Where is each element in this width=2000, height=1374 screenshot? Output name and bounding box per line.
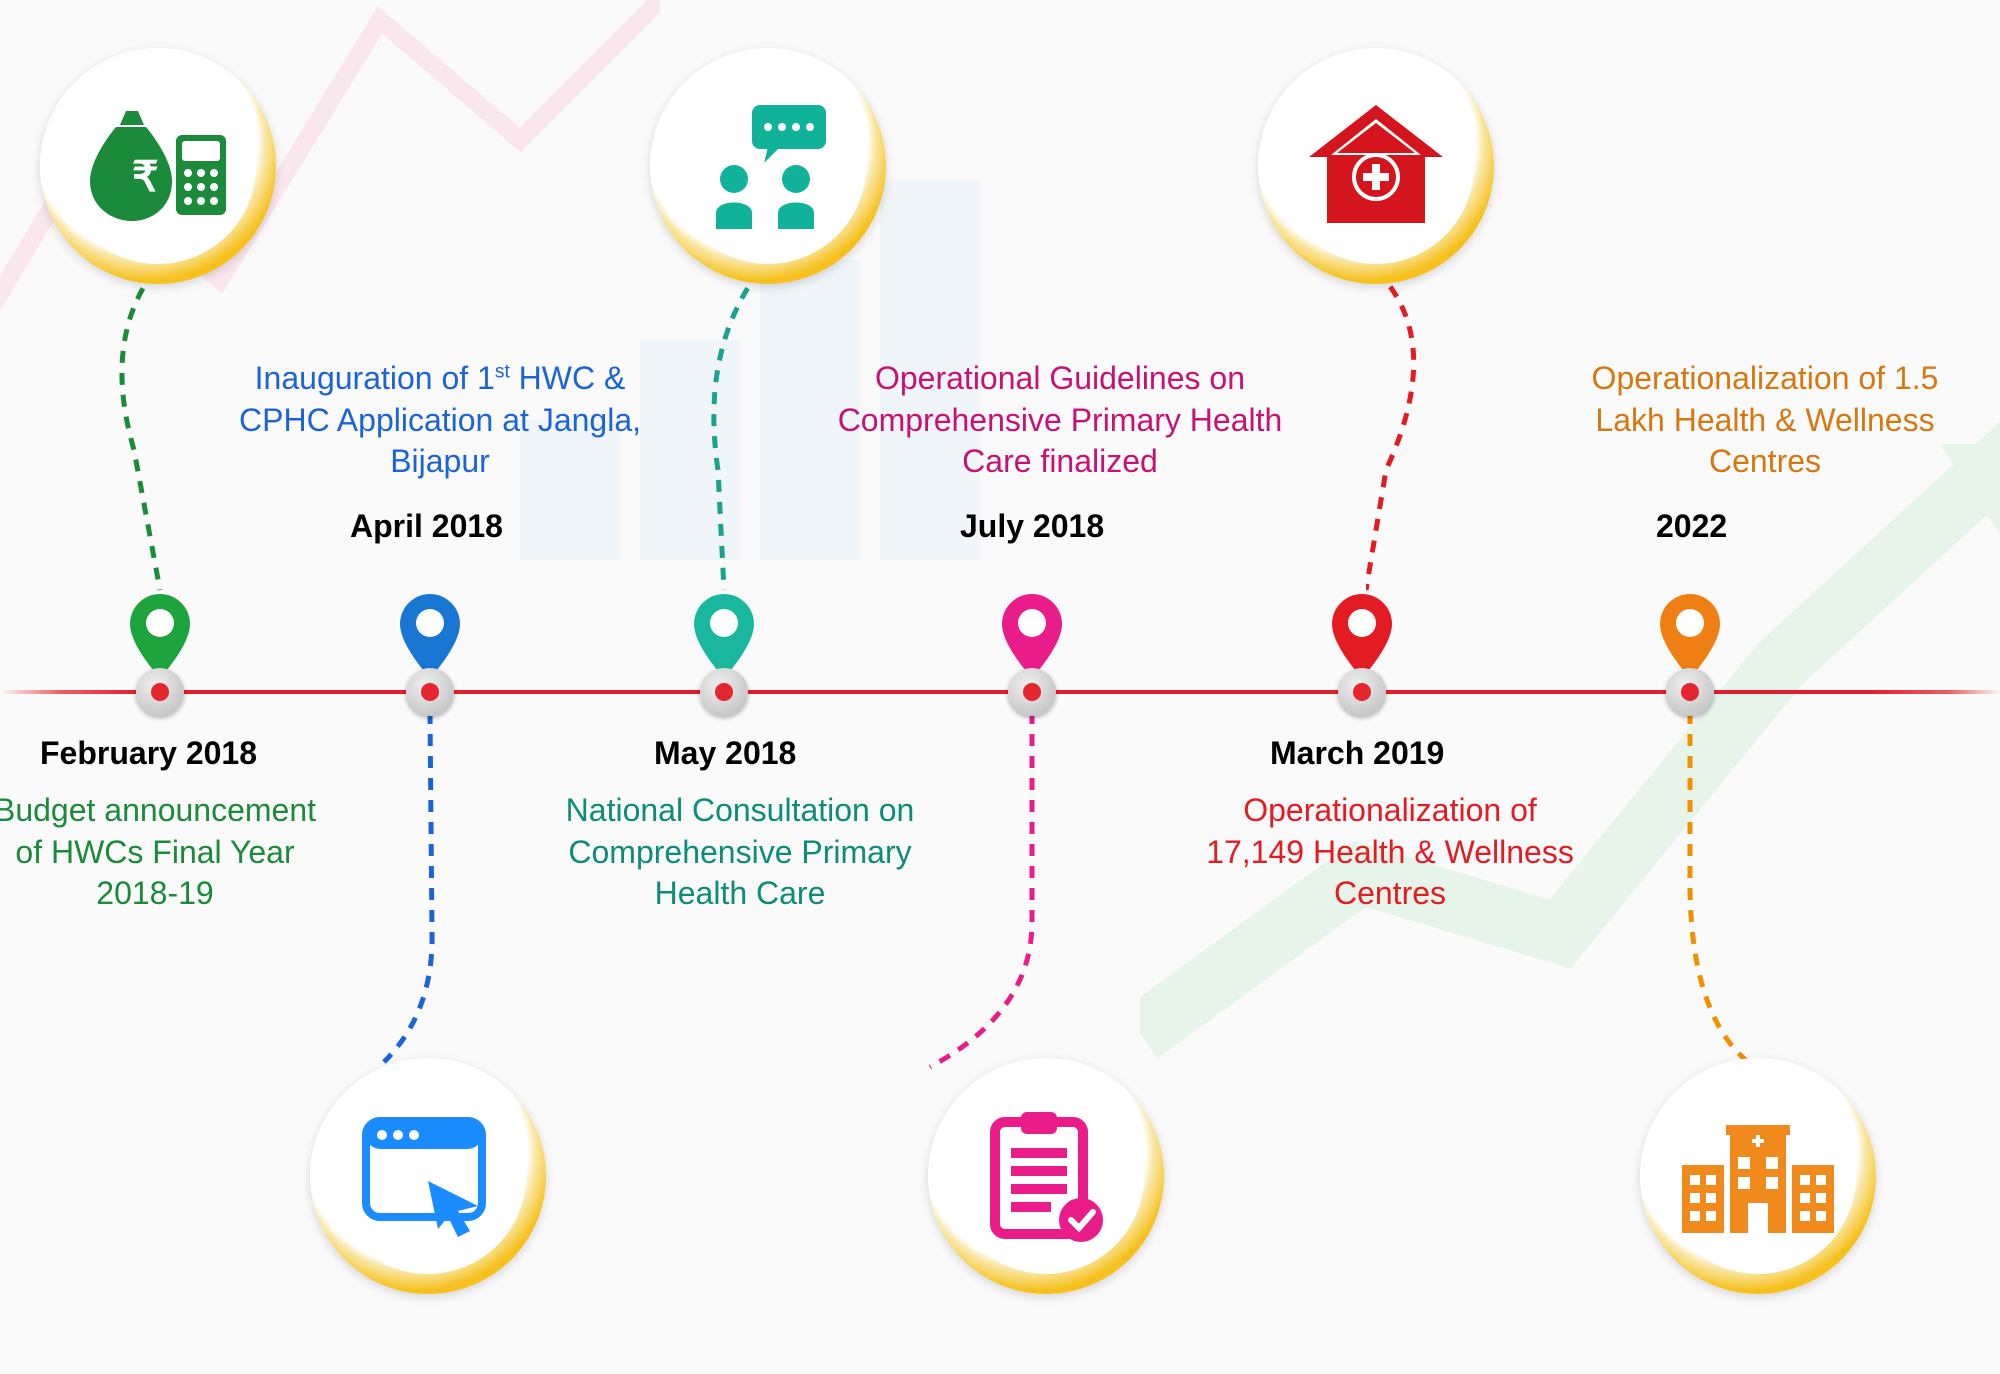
date-label: April 2018 [350,508,503,545]
event-description: Operationalization of 1.5 Lakh Health & … [1560,358,1970,483]
date-label: July 2018 [960,508,1104,545]
event-description: Operational Guidelines on Comprehensive … [820,358,1300,483]
map-pin-icon [694,594,754,678]
event-description: Budget announcement of HWCs Final Year 2… [0,790,330,915]
map-pin-icon [130,594,190,678]
clipboard-check-icon [981,1106,1111,1246]
timeline-dot [406,668,454,716]
medallion [928,1058,1164,1294]
timeline-dot [1008,668,1056,716]
connector [376,712,496,1072]
date-label: 2022 [1656,508,1727,545]
event-description: Inauguration of 1st HWC & CPHC Applicati… [230,358,650,483]
hospital-building-icon [1678,1111,1838,1241]
map-pin-icon [1660,594,1720,678]
map-pin-icon [1002,594,1062,678]
date-label: March 2019 [1270,735,1444,772]
event-description: Operationalization of 17,149 Health & We… [1190,790,1590,915]
svg-text:₹: ₹ [132,153,159,200]
browser-click-icon [358,1111,498,1241]
medallion: ₹ [40,48,276,284]
date-label: February 2018 [40,735,257,772]
connector [920,712,1120,1072]
event-description: National Consultation on Comprehensive P… [530,790,950,915]
health-house-icon [1301,101,1451,231]
timeline-dot [1666,668,1714,716]
bg-arrow [1140,414,2000,1114]
timeline-dot [700,668,748,716]
map-pin-icon [1332,594,1392,678]
medallion [310,1058,546,1294]
money-bag-icon: ₹ [88,101,228,231]
discussion-icon [698,101,838,231]
medallion [1258,48,1494,284]
map-pin-icon [400,594,460,678]
timeline-dot [136,668,184,716]
medallion [1640,1058,1876,1294]
medallion [650,48,886,284]
date-label: May 2018 [654,735,796,772]
timeline-dot [1338,668,1386,716]
